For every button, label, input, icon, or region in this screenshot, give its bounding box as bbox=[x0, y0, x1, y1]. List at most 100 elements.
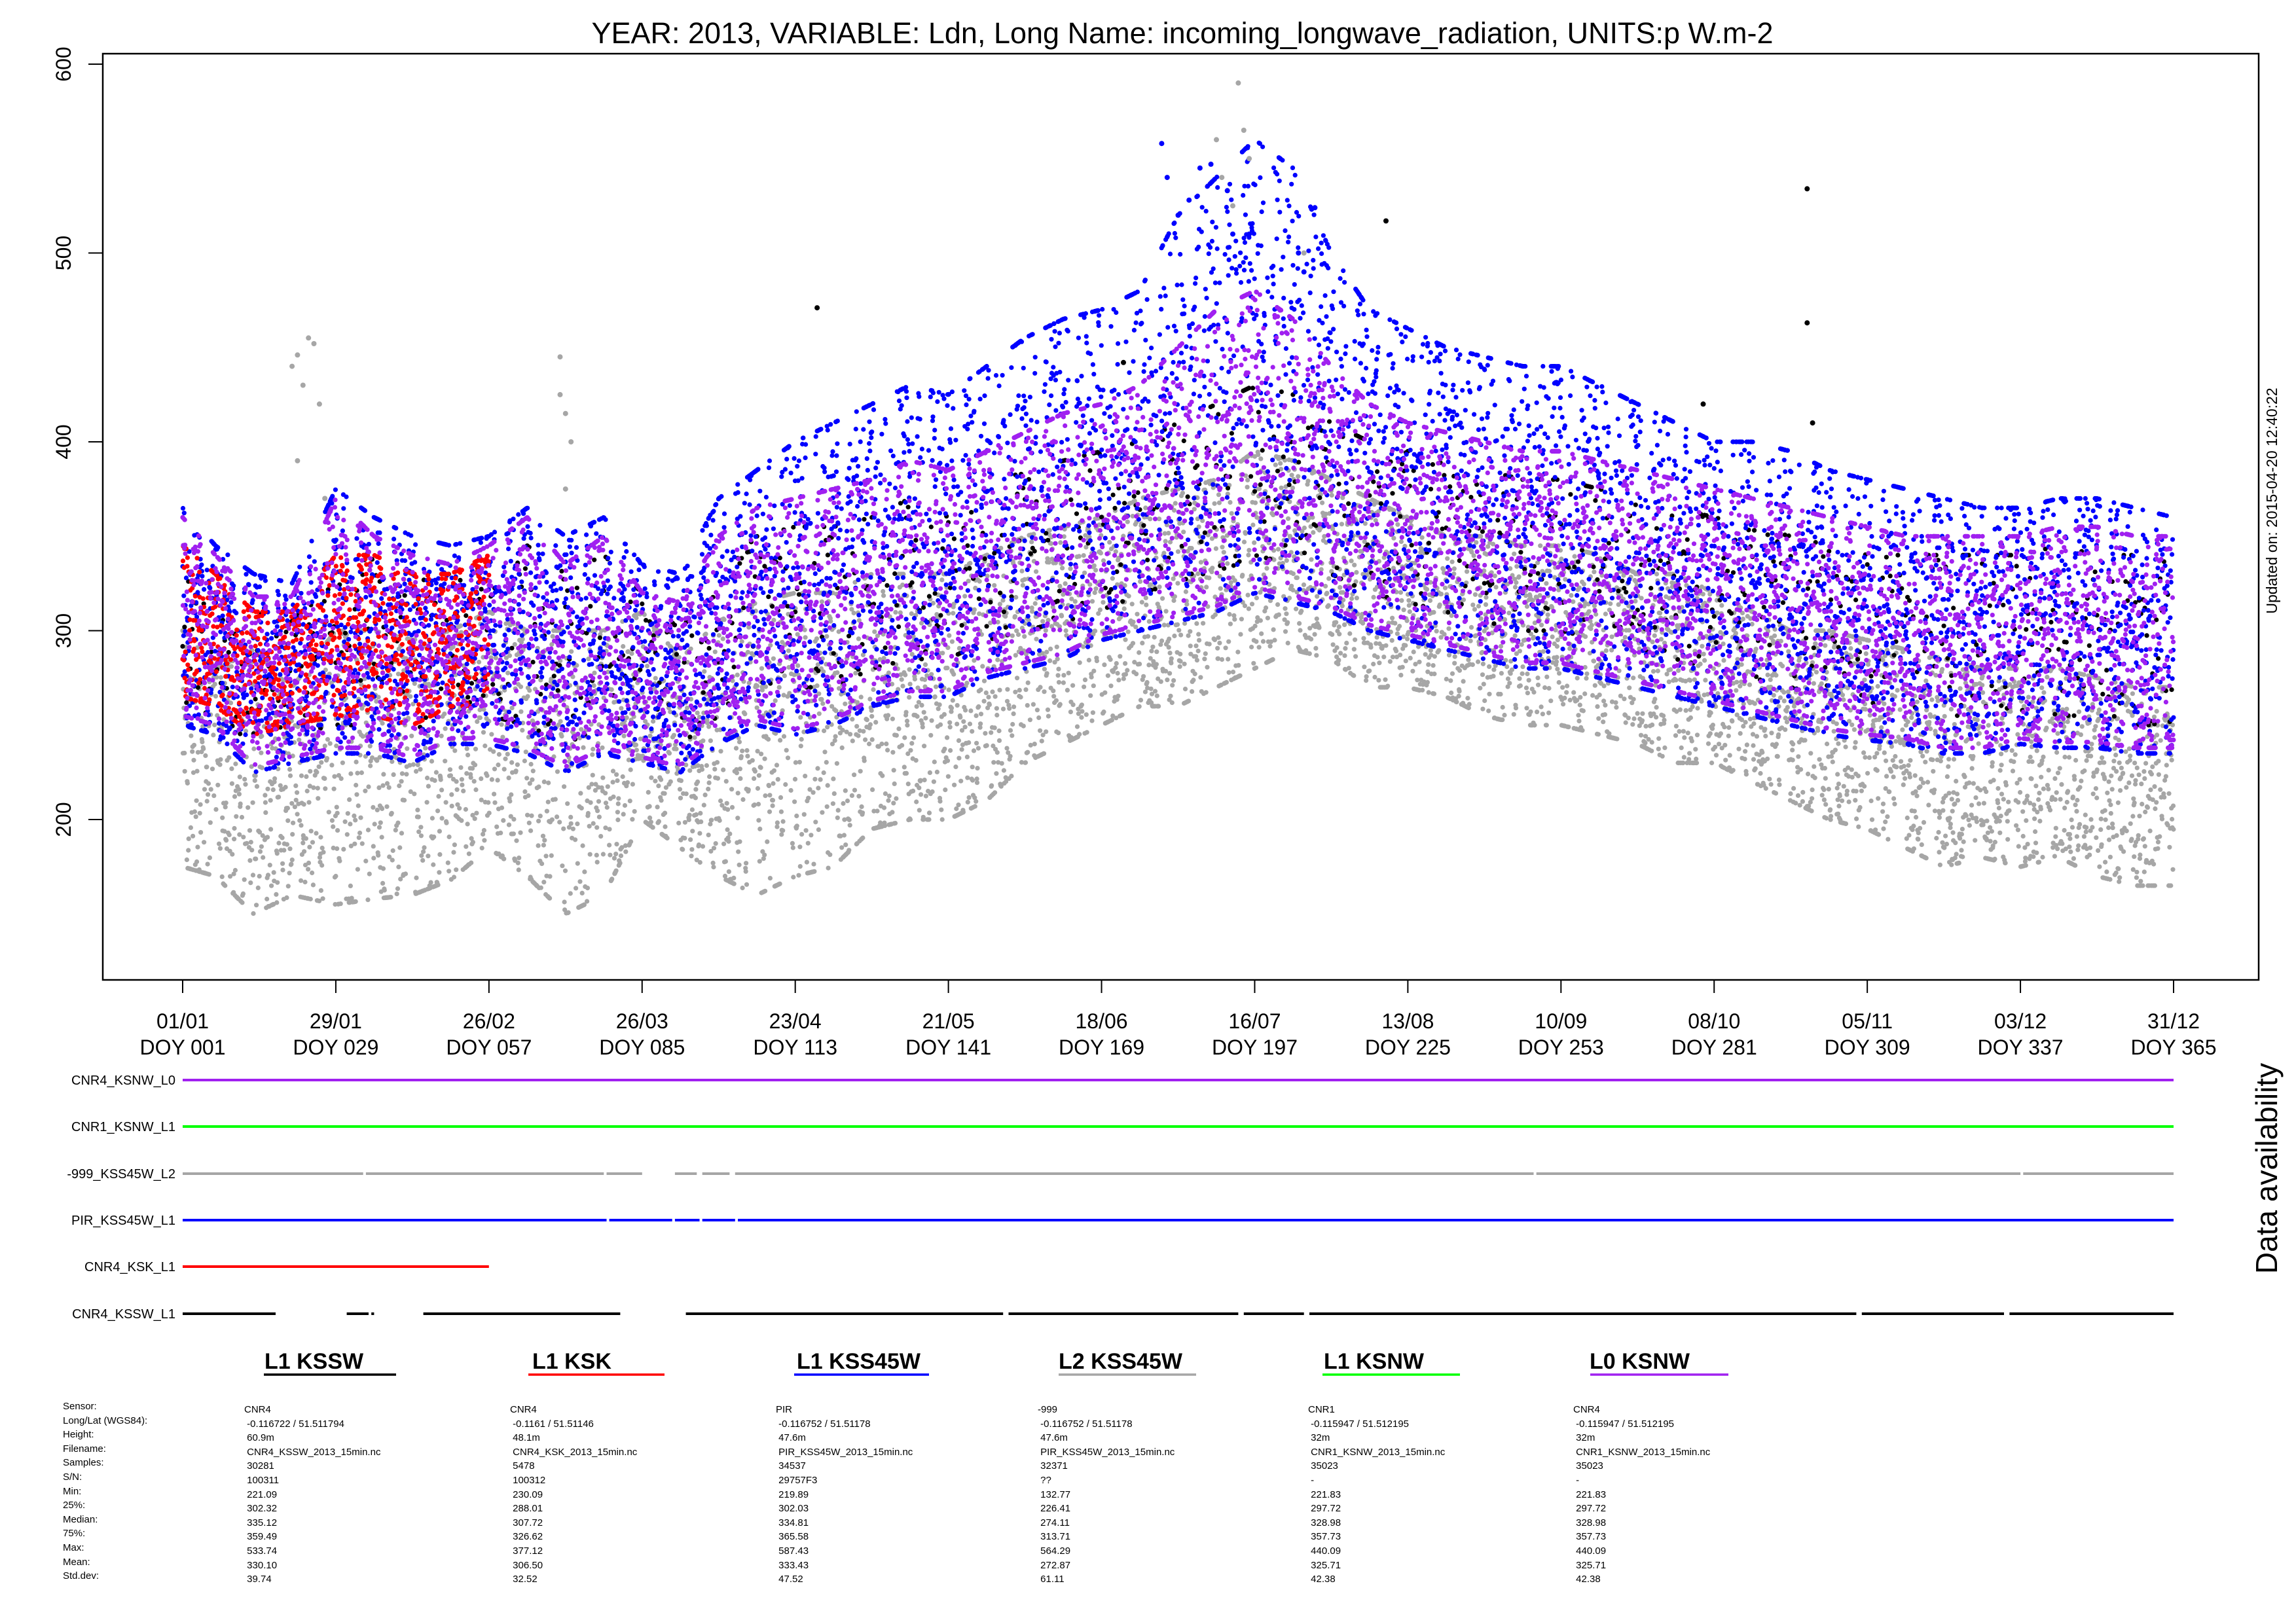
data-point bbox=[997, 687, 1002, 693]
data-point bbox=[1229, 511, 1234, 516]
data-point bbox=[613, 868, 619, 873]
data-point bbox=[718, 798, 723, 804]
data-point bbox=[454, 779, 459, 784]
data-point bbox=[1528, 709, 1533, 714]
data-point bbox=[1482, 698, 1487, 704]
data-point bbox=[1423, 652, 1428, 657]
data-point bbox=[516, 867, 521, 873]
data-point bbox=[611, 856, 617, 861]
data-point bbox=[317, 855, 323, 860]
data-point bbox=[867, 722, 873, 727]
data-point bbox=[542, 838, 547, 843]
data-point bbox=[907, 667, 912, 672]
data-point bbox=[396, 864, 401, 869]
data-point bbox=[951, 672, 957, 677]
data-point bbox=[790, 845, 795, 850]
data-point bbox=[611, 794, 616, 799]
data-point bbox=[1203, 651, 1208, 657]
data-point bbox=[726, 839, 731, 844]
data-point bbox=[464, 844, 469, 849]
data-point bbox=[241, 835, 246, 840]
data-point bbox=[438, 777, 443, 782]
data-point bbox=[605, 784, 610, 789]
data-point bbox=[980, 664, 985, 669]
data-point bbox=[287, 846, 293, 852]
data-point bbox=[238, 801, 243, 806]
data-point bbox=[737, 739, 742, 745]
data-point bbox=[331, 824, 336, 829]
data-point bbox=[1426, 690, 1431, 695]
data-point bbox=[1601, 719, 1606, 725]
data-point bbox=[1613, 700, 1618, 705]
data-point bbox=[781, 734, 787, 739]
data-point bbox=[282, 848, 287, 853]
data-point bbox=[318, 888, 323, 893]
data-point bbox=[470, 812, 475, 818]
data-point bbox=[395, 672, 401, 677]
data-point bbox=[414, 875, 419, 880]
data-point bbox=[928, 732, 934, 738]
data-point bbox=[451, 875, 457, 880]
data-point bbox=[437, 829, 443, 834]
data-point bbox=[1517, 649, 1522, 654]
data-point bbox=[203, 753, 208, 758]
data-point bbox=[803, 635, 808, 640]
data-point bbox=[1652, 696, 1658, 702]
data-point bbox=[619, 706, 624, 711]
data-point bbox=[224, 838, 229, 843]
data-point bbox=[1023, 687, 1029, 693]
data-point bbox=[307, 844, 312, 850]
data-point bbox=[763, 793, 768, 799]
data-point bbox=[211, 793, 217, 799]
data-point bbox=[1198, 675, 1203, 680]
data-point bbox=[1452, 654, 1457, 659]
data-point bbox=[1011, 711, 1016, 716]
data-point bbox=[327, 741, 333, 746]
data-point bbox=[446, 869, 452, 874]
data-point bbox=[1115, 670, 1120, 676]
data-point bbox=[1260, 639, 1266, 644]
data-point bbox=[229, 781, 234, 786]
data-point bbox=[573, 837, 578, 842]
data-point bbox=[1198, 560, 1203, 565]
data-point bbox=[301, 840, 306, 846]
data-point bbox=[374, 807, 380, 812]
data-point bbox=[390, 857, 395, 863]
data-point bbox=[547, 874, 553, 879]
data-point bbox=[1544, 674, 1550, 679]
data-point bbox=[204, 765, 210, 770]
data-point bbox=[1538, 543, 1543, 549]
data-point bbox=[880, 773, 885, 778]
data-point bbox=[420, 857, 426, 863]
data-point bbox=[766, 736, 771, 742]
data-point bbox=[1134, 672, 1139, 677]
data-point bbox=[579, 806, 584, 811]
data-point bbox=[1070, 683, 1076, 688]
data-point bbox=[615, 778, 620, 784]
data-point bbox=[568, 821, 574, 826]
data-point bbox=[1540, 712, 1545, 717]
data-point bbox=[527, 781, 532, 786]
data-point bbox=[1219, 657, 1225, 662]
data-point bbox=[1086, 657, 1091, 663]
data-point bbox=[909, 611, 914, 617]
data-point bbox=[184, 857, 189, 863]
data-point bbox=[319, 863, 325, 868]
data-point bbox=[1403, 643, 1408, 648]
data-point bbox=[1449, 671, 1455, 676]
data-point bbox=[1410, 668, 1415, 674]
data-point bbox=[588, 800, 593, 805]
data-point bbox=[762, 852, 767, 857]
data-point bbox=[304, 788, 310, 794]
data-point bbox=[780, 828, 786, 833]
data-point bbox=[272, 776, 278, 782]
data-point bbox=[921, 710, 926, 715]
data-point bbox=[848, 732, 853, 737]
data-point bbox=[820, 810, 825, 815]
data-point bbox=[232, 825, 237, 831]
data-point bbox=[690, 829, 695, 834]
data-point bbox=[276, 840, 282, 846]
data-point bbox=[1089, 718, 1095, 723]
data-point bbox=[708, 738, 713, 744]
data-point bbox=[816, 785, 821, 791]
